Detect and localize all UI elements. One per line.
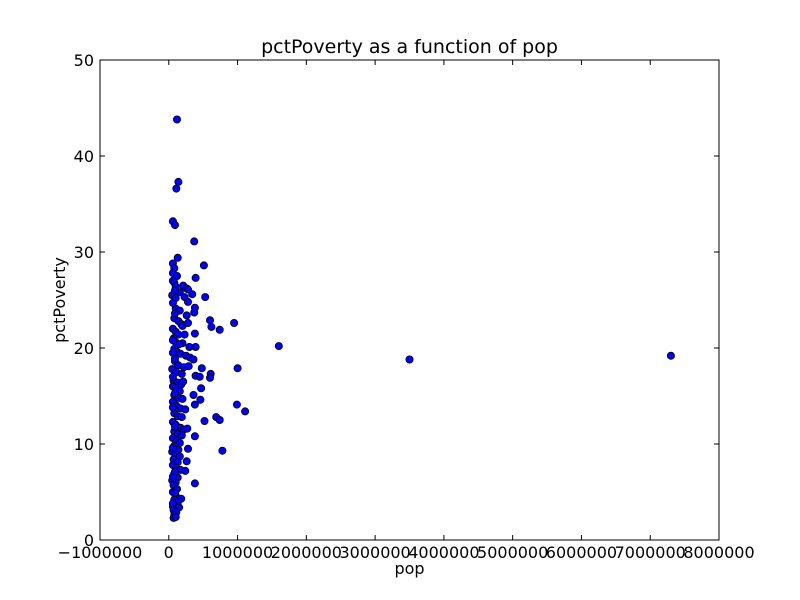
data-point [196,395,205,404]
data-point [173,253,182,262]
data-point [205,373,214,382]
data-point [168,372,177,381]
data-point [191,342,200,351]
data-point [241,407,250,416]
data-point [183,297,192,306]
data-point [215,415,224,424]
y-axis-ticks: 0 10 20 30 40 50 [74,51,719,550]
data-point [168,298,177,307]
data-point [190,432,199,441]
data-point [172,115,181,124]
data-point [200,416,209,425]
x-tick-label: 4000000 [408,543,479,562]
data-point [175,340,184,349]
data-point [190,237,199,246]
x-tick-label: 8000000 [683,543,754,562]
data-point [182,457,191,466]
data-point [180,330,189,339]
data-point [170,467,179,476]
data-point [230,318,239,327]
x-tick-label: 3000000 [339,543,410,562]
y-tick-label: 50 [74,51,94,70]
y-tick-label: 40 [74,147,94,166]
data-point [215,325,224,334]
x-tick-label: 6000000 [546,543,617,562]
data-point [274,342,283,351]
data-point [195,372,204,381]
data-point [218,446,227,455]
data-point [168,443,177,452]
data-point [170,389,179,398]
data-point [171,513,180,522]
data-point [205,316,214,325]
data-point [197,384,206,393]
data-point [168,499,177,508]
data-point [666,351,675,360]
data-point [232,400,241,409]
plot-frame [99,59,720,541]
data-point [170,309,179,318]
data-point [190,400,199,409]
y-tick-label: 20 [74,339,94,358]
x-axis-ticks: −1000000 0 1000000200000030000004000000500… [58,60,755,562]
data-point [201,293,210,302]
data-points [168,115,675,522]
data-point [168,403,177,412]
data-point [183,444,192,453]
x-tick-label: 0 [164,543,174,562]
data-point [189,355,198,364]
data-point [190,308,199,317]
data-point [170,422,179,431]
chart-title: pctPoverty as a function of pop [261,36,558,58]
data-point [183,424,192,433]
y-tick-label: 10 [74,435,94,454]
data-point [168,336,177,345]
data-point [191,273,200,282]
data-point [197,364,206,373]
data-point [170,286,179,295]
x-tick-label: 7000000 [615,543,686,562]
data-point [189,390,198,399]
data-point [181,466,190,475]
data-point [172,184,181,193]
data-point [177,413,186,422]
x-axis-label: pop [394,559,424,578]
data-point [177,431,186,440]
x-tick-label: 1000000 [202,543,273,562]
data-point [184,362,193,371]
data-point [207,322,216,331]
data-point [199,261,208,270]
data-point [183,318,192,327]
x-tick-label: 5000000 [477,543,548,562]
data-point [405,355,414,364]
y-tick-label: 30 [74,243,94,262]
data-point [182,311,191,320]
data-point [168,348,177,357]
y-tick-label: 0 [84,531,94,550]
plot-area [100,60,719,540]
data-point [190,479,199,488]
data-point [170,221,179,230]
data-point [170,488,179,497]
data-point [179,377,188,386]
x-tick-label: −1000000 [58,543,143,562]
data-point [233,364,242,373]
data-point [174,177,183,186]
data-point [190,329,199,338]
data-point [177,369,186,378]
data-point [178,394,187,403]
y-axis-label: pctPoverty [50,257,69,343]
x-tick-label: 2000000 [271,543,342,562]
data-point [181,405,190,414]
data-point [188,290,197,299]
